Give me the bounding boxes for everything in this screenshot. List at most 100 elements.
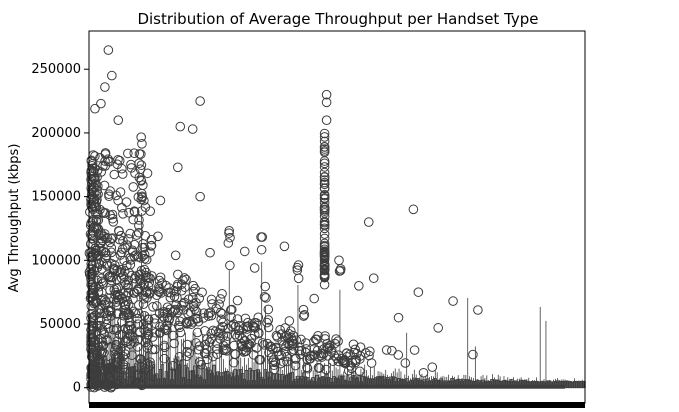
outlier-marker bbox=[223, 238, 234, 248]
outlier-marker bbox=[142, 358, 153, 369]
box-body bbox=[567, 380, 571, 389]
outlier-marker bbox=[345, 361, 356, 371]
outlier-marker bbox=[86, 171, 97, 181]
outlier-marker bbox=[126, 159, 136, 170]
outlier-marker bbox=[172, 293, 182, 303]
outlier-marker bbox=[136, 206, 147, 216]
outlier-marker bbox=[162, 325, 172, 336]
outlier-marker bbox=[86, 259, 97, 269]
outlier-marker bbox=[94, 305, 105, 315]
outlier-marker bbox=[232, 314, 243, 324]
outlier-marker bbox=[253, 312, 264, 323]
outlier-marker bbox=[227, 304, 237, 315]
outlier-marker bbox=[251, 318, 262, 328]
outlier-marker bbox=[387, 345, 397, 356]
outlier-marker bbox=[141, 254, 152, 265]
outlier-marker bbox=[117, 317, 127, 327]
outlier-marker bbox=[319, 255, 330, 265]
outlier-marker bbox=[418, 367, 429, 378]
outlier-marker bbox=[121, 197, 132, 207]
outlier-marker bbox=[206, 328, 216, 339]
outlier-marker bbox=[363, 217, 374, 227]
outlier-marker bbox=[107, 213, 118, 224]
outlier-marker bbox=[124, 207, 134, 218]
outlier-marker bbox=[215, 324, 226, 334]
outlier-marker bbox=[194, 293, 205, 304]
outlier-marker bbox=[120, 242, 130, 253]
outlier-marker bbox=[195, 191, 205, 202]
outlier-marker bbox=[136, 132, 146, 142]
outlier-marker bbox=[263, 304, 274, 315]
outlier-marker bbox=[319, 172, 330, 182]
outlier-marker bbox=[162, 320, 172, 331]
outlier-marker bbox=[239, 246, 250, 257]
outlier-marker bbox=[250, 323, 260, 333]
outlier-marker bbox=[144, 277, 155, 288]
outlier-marker bbox=[176, 285, 187, 296]
outlier-marker bbox=[125, 228, 135, 239]
outlier-marker bbox=[393, 350, 404, 360]
outlier-marker bbox=[257, 338, 268, 348]
outlier-marker bbox=[138, 299, 149, 310]
y-axis-label: Avg Throughput (kbps) bbox=[7, 144, 22, 293]
outlier-marker bbox=[249, 263, 260, 273]
outlier-marker bbox=[96, 276, 107, 287]
y-tick-label: 100000 bbox=[31, 253, 81, 268]
outlier-marker bbox=[408, 204, 419, 215]
outlier-marker bbox=[284, 316, 295, 326]
outlier-marker bbox=[92, 223, 103, 233]
outlier-marker bbox=[134, 158, 144, 169]
outlier-marker bbox=[293, 273, 304, 284]
outlier-marker bbox=[120, 304, 131, 315]
outlier-marker bbox=[224, 228, 234, 238]
outlier-marker bbox=[217, 321, 228, 332]
outlier-marker bbox=[99, 180, 110, 191]
outlier-marker bbox=[100, 247, 111, 258]
outlier-marker bbox=[183, 308, 193, 319]
outlier-marker bbox=[99, 231, 109, 242]
outlier-marker bbox=[331, 334, 341, 344]
outlier-marker bbox=[122, 260, 132, 271]
box-body bbox=[574, 381, 579, 389]
outlier-marker bbox=[90, 103, 100, 114]
outlier-marker bbox=[103, 45, 114, 55]
outlier-marker bbox=[100, 82, 110, 92]
outlier-marker bbox=[100, 161, 111, 171]
outlier-marker bbox=[136, 269, 146, 279]
outlier-marker bbox=[254, 328, 264, 338]
outlier-marker bbox=[190, 304, 200, 314]
outlier-marker bbox=[256, 232, 266, 242]
outlier-marker bbox=[96, 98, 106, 109]
outlier-marker bbox=[126, 163, 137, 173]
outlier-marker bbox=[360, 348, 371, 358]
outlier-marker bbox=[215, 294, 226, 304]
outlier-marker bbox=[263, 322, 274, 333]
outlier-marker bbox=[86, 194, 96, 205]
outlier-marker bbox=[269, 364, 279, 375]
outlier-marker bbox=[473, 305, 483, 315]
outlier-marker bbox=[102, 260, 112, 271]
outlier-marker bbox=[298, 304, 309, 315]
outlier-marker bbox=[321, 97, 332, 108]
outlier-marker bbox=[413, 287, 424, 297]
outlier-marker bbox=[319, 190, 330, 201]
y-axis-ticks: 0 50000 100000 150000 200000 250000 bbox=[31, 62, 89, 396]
outlier-marker bbox=[111, 190, 121, 201]
outlier-marker bbox=[107, 70, 117, 81]
outlier-marker bbox=[114, 234, 125, 245]
outlier-marker bbox=[137, 242, 148, 253]
outlier-marker bbox=[123, 280, 133, 290]
outlier-marker bbox=[400, 358, 411, 368]
outlier-marker bbox=[137, 139, 147, 149]
outlier-marker bbox=[203, 308, 214, 319]
outlier-marker bbox=[156, 288, 166, 298]
outlier-marker bbox=[215, 307, 226, 318]
outlier-marker bbox=[134, 149, 145, 159]
outlier-marker bbox=[319, 264, 330, 275]
box-body bbox=[569, 381, 573, 389]
outlier-marker bbox=[133, 192, 144, 202]
outlier-marker bbox=[321, 89, 332, 100]
outlier-marker bbox=[141, 333, 152, 344]
outlier-marker bbox=[134, 220, 144, 231]
outlier-marker bbox=[86, 292, 97, 303]
